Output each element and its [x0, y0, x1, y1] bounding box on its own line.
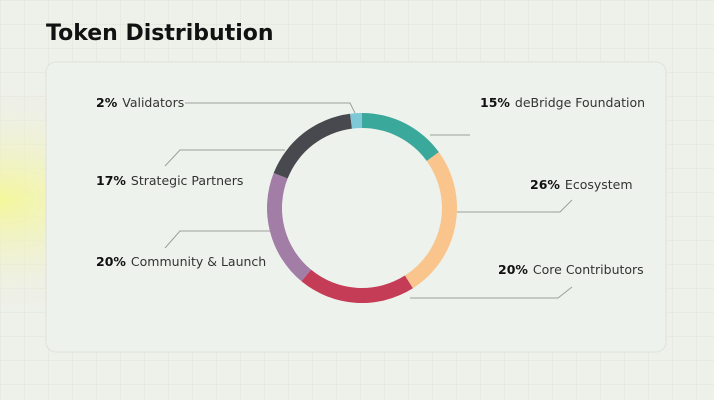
donut-segment: [301, 269, 413, 303]
donut-segment: [404, 152, 457, 289]
card: [45, 61, 667, 353]
segment-value: 15%: [480, 95, 510, 110]
chart-title: Token Distribution: [46, 21, 274, 46]
segment-label: 17% Strategic Partners: [96, 173, 243, 188]
donut-segment: [267, 173, 312, 282]
leader-line: [164, 230, 272, 249]
segment-name: Core Contributors: [533, 262, 644, 277]
segment-value: 17%: [96, 173, 126, 188]
leader-line: [455, 199, 573, 213]
segment-label: 26% Ecosystem: [530, 177, 633, 192]
segment-value: 2%: [96, 95, 118, 110]
segment-name: deBridge Foundation: [515, 95, 645, 110]
donut-segment: [350, 113, 362, 129]
leader-lines: [164, 102, 573, 299]
segment-name: Ecosystem: [565, 177, 633, 192]
segment-value: 20%: [498, 262, 528, 277]
segment-name: Community & Launch: [131, 254, 266, 269]
segment-name: Validators: [122, 95, 184, 110]
segment-label: 20% Community & Launch: [96, 254, 266, 269]
donut-segment: [273, 113, 352, 179]
segment-label: 20% Core Contributors: [498, 262, 644, 277]
segment-value: 20%: [96, 254, 126, 269]
segment-label: 15% deBridge Foundation: [480, 95, 645, 110]
labels: 15% deBridge Foundation 26% Ecosystem 20% Cor…: [96, 95, 645, 277]
segment-label: 2% Validators: [96, 95, 184, 110]
leader-line: [164, 149, 285, 167]
segment-value: 26%: [530, 177, 560, 192]
donut: [267, 113, 457, 303]
donut-segment: [362, 113, 439, 161]
segment-name: Strategic Partners: [131, 173, 243, 188]
leader-line: [410, 286, 573, 299]
leader-line: [185, 102, 356, 114]
